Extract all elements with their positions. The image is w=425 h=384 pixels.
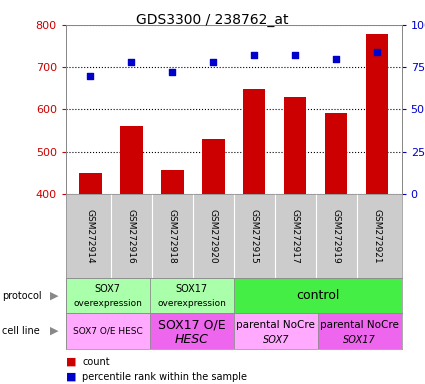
Text: protocol: protocol <box>2 291 42 301</box>
Text: SOX17: SOX17 <box>343 335 376 345</box>
Text: GSM272920: GSM272920 <box>209 209 218 263</box>
Bar <box>234 278 402 313</box>
Text: GSM272919: GSM272919 <box>332 209 340 263</box>
Point <box>292 52 299 58</box>
Text: ■: ■ <box>66 357 76 367</box>
Text: control: control <box>296 289 340 302</box>
Point <box>374 49 380 55</box>
Bar <box>79 173 102 194</box>
Bar <box>284 97 306 194</box>
Bar <box>150 313 234 349</box>
Text: parental NoCre: parental NoCre <box>320 321 399 331</box>
Bar <box>150 278 234 313</box>
Text: percentile rank within the sample: percentile rank within the sample <box>82 372 247 382</box>
Text: GSM272915: GSM272915 <box>250 209 259 263</box>
Text: overexpression: overexpression <box>157 299 226 308</box>
Point <box>169 69 176 75</box>
Bar <box>66 278 150 313</box>
Bar <box>66 313 150 349</box>
Bar <box>366 34 388 194</box>
Text: overexpression: overexpression <box>74 299 142 308</box>
Point <box>210 59 217 65</box>
Text: ▶: ▶ <box>50 326 59 336</box>
Bar <box>120 126 143 194</box>
Text: GSM272914: GSM272914 <box>86 209 95 263</box>
Text: ▶: ▶ <box>50 291 59 301</box>
Bar <box>317 313 402 349</box>
Text: GSM272918: GSM272918 <box>168 209 177 263</box>
Text: GDS3300 / 238762_at: GDS3300 / 238762_at <box>136 13 289 27</box>
Text: SOX17 O/E: SOX17 O/E <box>158 319 226 332</box>
Text: cell line: cell line <box>2 326 40 336</box>
Bar <box>202 139 224 194</box>
Text: GSM272917: GSM272917 <box>291 209 300 263</box>
Text: SOX7 O/E HESC: SOX7 O/E HESC <box>73 326 143 335</box>
Text: SOX7: SOX7 <box>263 335 289 345</box>
Point <box>128 59 135 65</box>
Text: HESC: HESC <box>175 333 209 346</box>
Bar <box>243 89 266 194</box>
Text: parental NoCre: parental NoCre <box>236 321 315 331</box>
Point <box>87 73 94 79</box>
Text: SOX17: SOX17 <box>176 285 208 295</box>
Bar <box>325 113 347 194</box>
Text: ■: ■ <box>66 372 76 382</box>
Point <box>333 56 340 62</box>
Text: GSM272916: GSM272916 <box>127 209 136 263</box>
Text: SOX7: SOX7 <box>95 285 121 295</box>
Point <box>251 52 258 58</box>
Bar <box>234 313 317 349</box>
Bar <box>161 170 184 194</box>
Text: GSM272921: GSM272921 <box>373 209 382 263</box>
Text: count: count <box>82 357 110 367</box>
